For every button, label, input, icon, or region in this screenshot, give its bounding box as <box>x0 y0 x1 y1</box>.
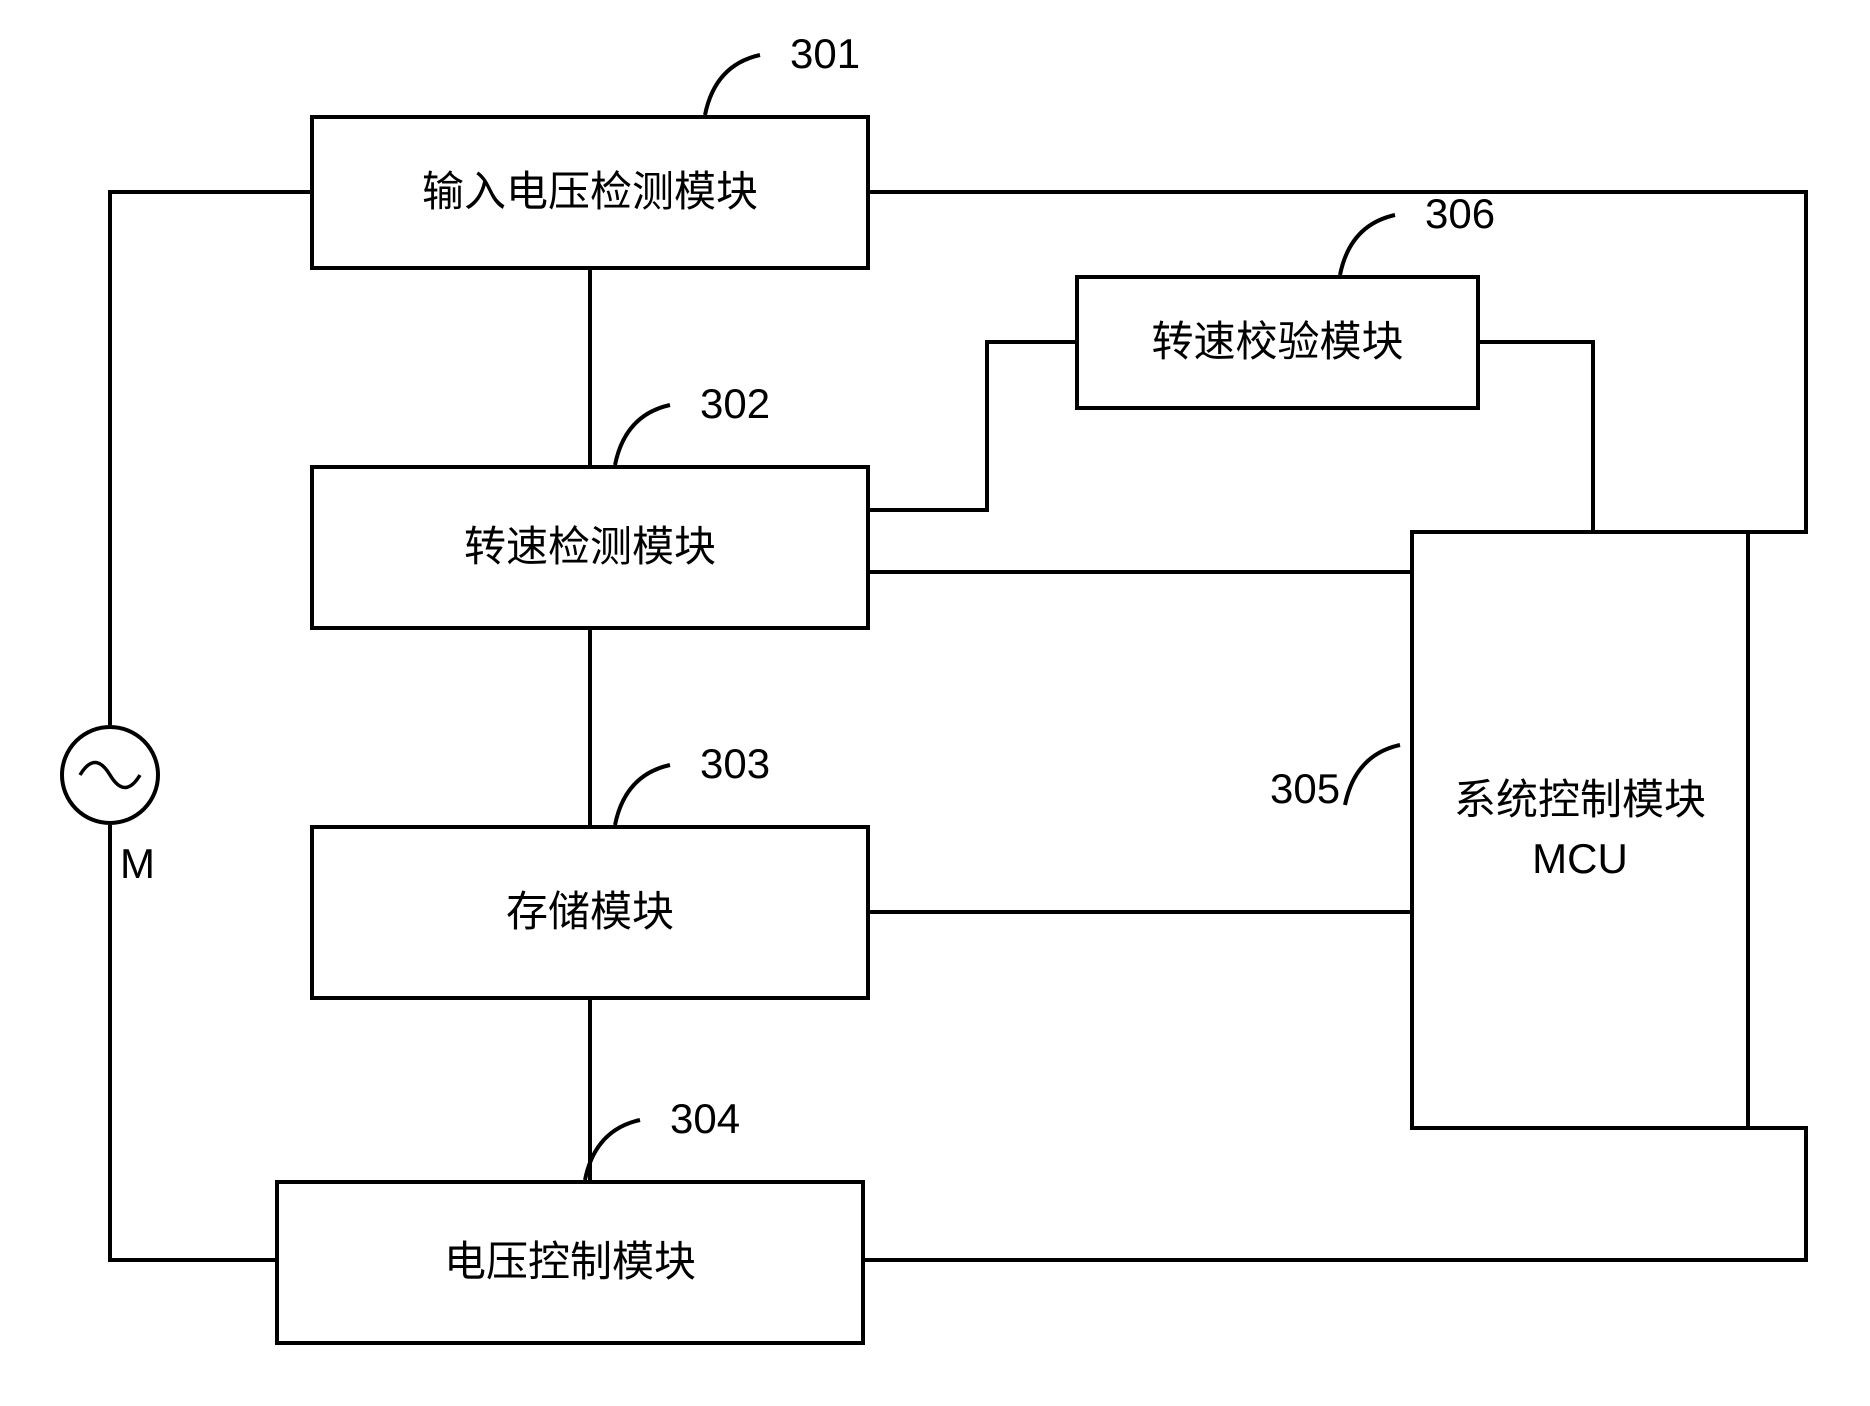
speed-verification-module: 转速校验模块 <box>1075 275 1480 410</box>
edge-301-302 <box>588 270 592 465</box>
node-305-label-1: 系统控制模块 <box>1454 771 1706 830</box>
edge-306-305-h <box>1480 340 1595 344</box>
edge-302-306-v <box>985 340 989 512</box>
node-306-label: 转速校验模块 <box>1151 313 1403 372</box>
edge-303-304 <box>588 1000 592 1180</box>
edge-ac-304-h <box>108 1258 279 1262</box>
callout-303 <box>610 760 700 830</box>
edge-304-305-h <box>865 1258 1808 1262</box>
callout-304 <box>580 1115 670 1185</box>
speed-detection-module: 转速检测模块 <box>310 465 870 630</box>
edge-302-306-h2 <box>985 340 1079 344</box>
edge-ac-301-h <box>108 190 314 194</box>
sine-wave-icon <box>75 750 145 800</box>
edge-306-305-v <box>1591 340 1595 534</box>
ac-source-symbol <box>60 725 160 825</box>
callout-301 <box>700 50 790 120</box>
node-303-label: 存储模块 <box>506 883 674 942</box>
edge-302-305 <box>870 570 1414 574</box>
edge-304-305-v <box>1804 1126 1808 1262</box>
node-302-id: 302 <box>700 380 770 428</box>
node-305-label-2: MCU <box>1532 830 1628 889</box>
node-303-id: 303 <box>700 740 770 788</box>
node-301-id: 301 <box>790 30 860 78</box>
input-voltage-detection-module: 输入电压检测模块 <box>310 115 870 270</box>
node-304-id: 304 <box>670 1095 740 1143</box>
edge-301-305-h <box>870 190 1808 194</box>
node-301-label: 输入电压检测模块 <box>422 163 758 222</box>
edge-301-305-h2 <box>1750 530 1808 534</box>
node-305-id: 305 <box>1270 765 1340 813</box>
ac-source-label: M <box>120 840 155 888</box>
node-306-id: 306 <box>1425 190 1495 238</box>
callout-305 <box>1340 740 1430 810</box>
block-diagram: M 输入电压检测模块 301 转速检测模块 302 存储模块 303 电压控制模… <box>0 0 1870 1406</box>
edge-ac-304-v <box>108 825 112 1260</box>
edge-ac-301-v <box>108 190 112 725</box>
storage-module: 存储模块 <box>310 825 870 1000</box>
system-control-module-mcu: 系统控制模块 MCU <box>1410 530 1750 1130</box>
edge-303-305 <box>870 910 1414 914</box>
node-302-label: 转速检测模块 <box>464 518 716 577</box>
edge-304-305-h2 <box>1750 1126 1808 1130</box>
edge-302-303 <box>588 630 592 825</box>
callout-302 <box>610 400 700 470</box>
edge-302-306-h1 <box>870 508 989 512</box>
edge-301-305-v <box>1804 190 1808 534</box>
voltage-control-module: 电压控制模块 <box>275 1180 865 1345</box>
node-304-label: 电压控制模块 <box>444 1233 696 1292</box>
callout-306 <box>1335 210 1425 280</box>
